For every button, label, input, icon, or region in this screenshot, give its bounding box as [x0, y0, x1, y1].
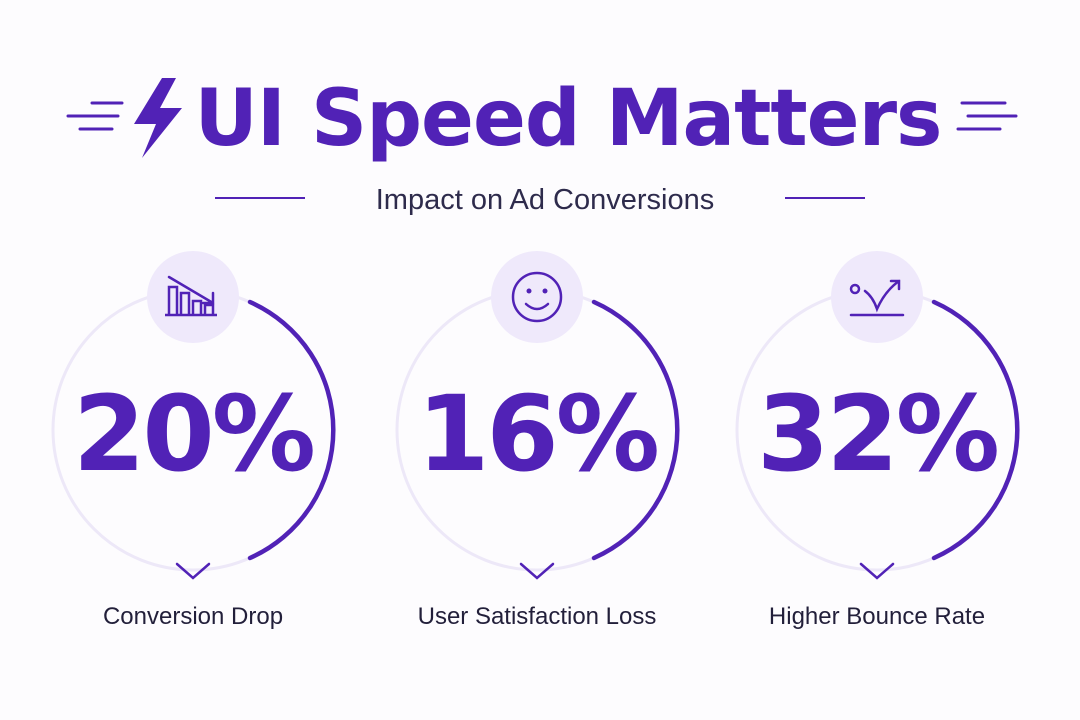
icon-arrow	[167, 275, 215, 305]
stat-label: Higher Bounce Rate	[769, 603, 985, 630]
icon-bounce	[849, 279, 905, 317]
chevron	[175, 562, 211, 580]
icon	[511, 271, 563, 323]
ring-arc	[931, 299, 1020, 561]
stat-card: 32% Higher Bounce Rate	[735, 251, 1020, 630]
stat-value: 16%	[417, 373, 657, 495]
icon-badge	[831, 251, 923, 343]
stat-card: 20% Conversion Drop	[51, 251, 336, 630]
chevron	[859, 562, 895, 580]
stat-label: User Satisfaction Loss	[418, 603, 657, 630]
stat-card: 16% User Satisfaction Loss	[395, 251, 680, 630]
icon-ball	[849, 283, 861, 295]
ring-arc	[591, 299, 680, 561]
icon	[849, 279, 905, 317]
stat-label: Conversion Drop	[103, 603, 283, 630]
icon-badge	[147, 251, 239, 343]
stat-cards: 20% Conversion Drop 16% User Satisfaction L…	[51, 251, 1020, 630]
lightning-icon	[134, 78, 182, 158]
icon-eye	[542, 288, 548, 294]
icon-mouth	[524, 302, 550, 311]
chevron	[519, 562, 555, 580]
stat-value: 32%	[757, 373, 997, 495]
speed-lines-left	[66, 101, 124, 131]
icon-bars	[165, 285, 217, 317]
speed-lines-right	[956, 101, 1018, 131]
icon-face	[511, 271, 563, 323]
icon-badge	[491, 251, 583, 343]
subtitle: Impact on Ad Conversions	[376, 184, 715, 216]
stat-value: 20%	[73, 373, 313, 495]
title: UI Speed Matters	[195, 74, 942, 164]
icon	[165, 275, 217, 317]
icon-eye	[526, 288, 532, 294]
ring-arc	[247, 299, 336, 561]
